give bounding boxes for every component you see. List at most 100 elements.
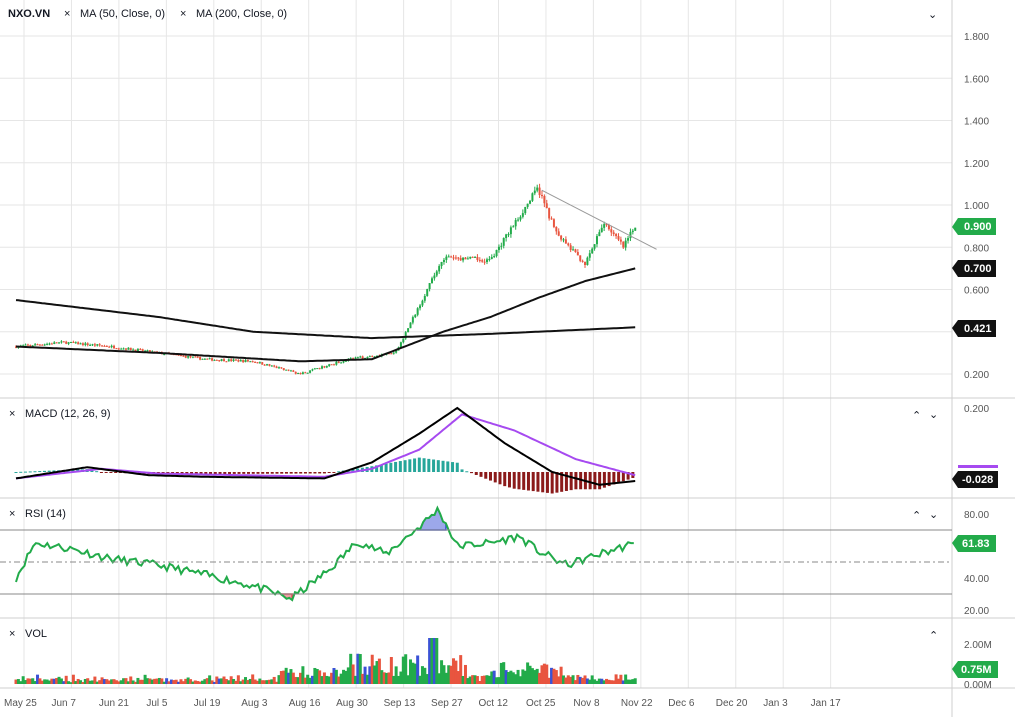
volume-bar <box>114 680 118 684</box>
candle <box>402 338 405 344</box>
volume-bar <box>614 674 618 684</box>
candle <box>22 344 25 347</box>
candle <box>101 345 104 347</box>
volume-bar <box>134 681 138 684</box>
volume-bar <box>119 680 123 684</box>
volume-bar <box>212 681 216 684</box>
candle <box>285 369 288 371</box>
macd-hist-bar <box>436 460 440 472</box>
macd-hist-bar <box>204 472 208 475</box>
price-tick-label: 1.800 <box>964 32 989 43</box>
volume-bar <box>557 676 561 684</box>
price-pane[interactable] <box>15 183 657 375</box>
rsi-move-down-chevron-down-icon[interactable]: ⌄ <box>929 509 938 521</box>
volume-bar <box>583 675 587 684</box>
volume-bar <box>609 680 613 684</box>
ma200-remove-icon[interactable]: × <box>180 8 186 20</box>
rsi-remove-icon[interactable]: × <box>9 508 15 520</box>
candle <box>555 226 558 235</box>
volume-pane[interactable] <box>14 638 637 684</box>
volume-bar <box>521 669 525 684</box>
volume-bar <box>401 656 405 684</box>
volume-bar <box>349 653 353 684</box>
volume-bar <box>552 668 556 684</box>
volume-bar <box>236 675 240 684</box>
candle <box>289 369 292 372</box>
price-collapse-chevron-down-icon[interactable]: ⌄ <box>928 9 937 21</box>
volume-bar <box>198 681 202 684</box>
macd-hist-bar <box>14 472 18 473</box>
candle <box>110 344 113 349</box>
ma200-legend[interactable]: MA (200, Close, 0) <box>196 8 287 20</box>
candle <box>433 272 436 281</box>
volume-bar <box>241 679 245 684</box>
candle <box>258 361 261 364</box>
candle <box>509 225 512 238</box>
price-tick-label: 1.200 <box>964 159 989 170</box>
candle <box>251 360 254 363</box>
volume-bar <box>356 653 360 684</box>
ma50-legend[interactable]: MA (50, Close, 0) <box>80 8 165 20</box>
price-legend: NXO.VN × MA (50, Close, 0) × MA (200, Cl… <box>8 8 937 21</box>
macd-move-up-chevron-up-icon[interactable]: ⌃ <box>912 410 921 422</box>
volume-bar <box>107 680 111 684</box>
volume-bar <box>437 673 441 684</box>
volume-remove-icon[interactable]: × <box>9 628 15 640</box>
volume-bar <box>102 679 106 684</box>
candle <box>426 288 429 297</box>
candle <box>359 355 362 358</box>
candle <box>254 361 257 363</box>
volume-bar <box>361 673 365 684</box>
macd-hist-bar <box>574 472 578 490</box>
rsi-move-up-chevron-up-icon[interactable]: ⌃ <box>912 510 921 522</box>
volume-bar <box>296 677 300 684</box>
volume-move-up-chevron-up-icon[interactable]: ⌃ <box>929 630 938 642</box>
volume-bar <box>573 680 577 684</box>
volume-bar <box>24 680 28 684</box>
volume-bar <box>88 680 92 684</box>
symbol-label[interactable]: NXO.VN <box>8 8 50 20</box>
macd-move-down-chevron-down-icon[interactable]: ⌄ <box>929 409 938 421</box>
macd-remove-icon[interactable]: × <box>9 408 15 420</box>
volume-bar <box>16 679 20 684</box>
volume-bar <box>69 682 73 684</box>
volume-bar <box>459 655 463 684</box>
candle <box>43 343 46 346</box>
trendline[interactable] <box>541 189 657 250</box>
rsi-tick-label: 80.00 <box>964 510 989 521</box>
macd-hist-bar <box>389 462 393 472</box>
x-axis[interactable]: May 25 Jun 7 Jun 21 Jul 5 Jul 19 Aug 3 Aug 16 A… <box>4 698 841 709</box>
candle <box>103 344 106 347</box>
candle <box>485 257 488 265</box>
y-axis[interactable]: 0.2000.4000.6000.8001.0001.2001.4001.600… <box>964 32 992 691</box>
volume-bar <box>279 671 283 684</box>
macd-hist-bar <box>441 460 445 472</box>
volume-bar <box>602 680 606 684</box>
macd-hist-bar <box>417 457 421 472</box>
candle <box>297 372 300 375</box>
volume-bar <box>59 678 63 684</box>
ma50-remove-icon[interactable]: × <box>64 8 70 20</box>
candle <box>232 358 235 362</box>
rsi-pane[interactable] <box>0 505 952 602</box>
macd-hist-bar <box>275 472 279 474</box>
volume-bar <box>229 676 233 684</box>
volume-bar <box>485 675 489 684</box>
volume-bar <box>483 675 487 684</box>
macd-pane[interactable] <box>14 406 636 494</box>
volume-bar <box>428 638 432 684</box>
macd-hist-bar <box>218 472 222 474</box>
candle <box>230 358 233 362</box>
macd-hist-bar <box>284 472 288 474</box>
candle <box>622 241 625 249</box>
candle <box>356 356 359 359</box>
macd-hist-bar <box>408 459 412 472</box>
x-tick-label: Nov 8 <box>573 698 600 709</box>
volume-bar <box>28 678 32 684</box>
volume-bar <box>186 677 190 684</box>
macd-hist-bar <box>242 472 246 474</box>
macd-hist-bar <box>190 472 194 474</box>
x-tick-label: Aug 30 <box>336 698 368 709</box>
volume-bar <box>325 675 329 684</box>
volume-bar <box>74 681 78 684</box>
